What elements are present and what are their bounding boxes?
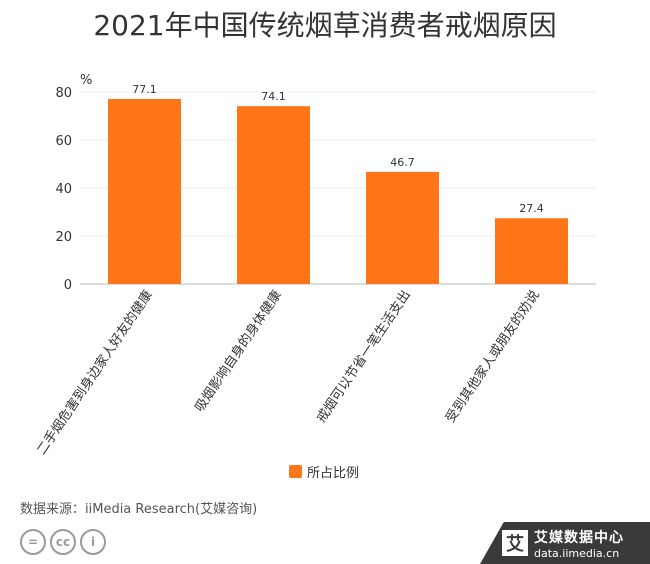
brand-name: 艾媒数据中心 xyxy=(534,529,624,546)
bar xyxy=(366,171,439,284)
person-icon: i xyxy=(80,529,106,555)
y-tick-label: 0 xyxy=(64,278,72,293)
data-label: 74.1 xyxy=(261,90,286,103)
data-label: 77.1 xyxy=(132,83,157,96)
y-tick-label: 20 xyxy=(55,230,72,245)
legend[interactable]: 所占比例 xyxy=(289,462,359,481)
license-icons: = cc i xyxy=(20,529,110,555)
category-label: 二手烟危害到身边家人好友的健康 xyxy=(34,287,156,458)
y-tick-label: 40 xyxy=(55,182,72,197)
legend-swatch xyxy=(289,465,302,478)
data-label: 46.7 xyxy=(390,156,415,169)
legend-label: 所占比例 xyxy=(307,466,360,481)
bar-chart: 0 20 40 60 80% 77.1 二手烟危害到身边家人好友的健康 74.1 吸烟影响自身的… xyxy=(34,73,596,458)
category-label: 吸烟影响自身的身体健康 xyxy=(192,287,285,415)
brand-url: data.iimedia.cn xyxy=(534,546,620,560)
category-label: 受到其他家人或朋友的劝说 xyxy=(442,287,543,425)
bar xyxy=(237,106,310,284)
bar xyxy=(108,98,181,285)
y-tick-label: 80 xyxy=(55,86,72,101)
data-label: 27.4 xyxy=(519,202,544,215)
brand-logo: 艾 艾媒数据中心 data.iimedia.cn xyxy=(480,522,650,564)
bar xyxy=(495,218,568,284)
y-tick-label: 60 xyxy=(55,134,72,149)
category-label: 戒烟可以节省一笔生活支出 xyxy=(313,287,414,425)
source-note: 数据来源：iiMedia Research(艾媒咨询) xyxy=(20,502,258,517)
equal-icon: = xyxy=(20,529,46,555)
cc-icon: cc xyxy=(50,529,76,555)
y-unit-label: % xyxy=(80,73,92,88)
chart-title: 2021年中国传统烟草消费者戒烟原因 xyxy=(93,9,557,42)
brand-mark: 艾 xyxy=(502,530,528,556)
